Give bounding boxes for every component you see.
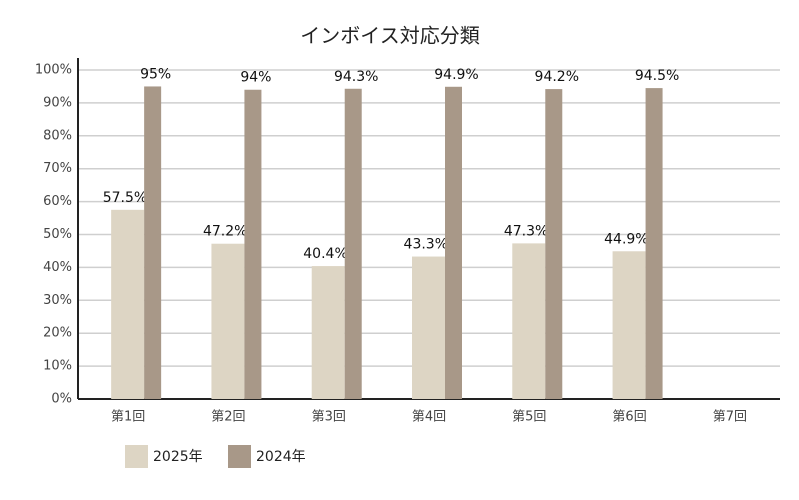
value-label: 95% <box>140 66 171 82</box>
y-tick-label: 50% <box>43 227 72 242</box>
x-tick-label: 第1回 <box>111 410 145 425</box>
bar <box>211 243 245 399</box>
y-tick-label: 90% <box>43 95 72 110</box>
value-label: 94.3% <box>334 69 378 85</box>
value-label: 94.5% <box>635 68 679 84</box>
value-label: 44.9% <box>604 231 648 247</box>
y-tick-label: 70% <box>43 161 72 176</box>
legend-swatch <box>125 445 148 468</box>
value-label: 94.2% <box>535 69 579 85</box>
y-tick-label: 40% <box>43 260 72 275</box>
bar <box>344 88 362 400</box>
x-tick-label: 第6回 <box>612 410 646 425</box>
bar <box>612 251 646 399</box>
value-label: 47.3% <box>504 223 548 239</box>
value-label: 47.2% <box>203 224 247 240</box>
bar <box>512 243 546 399</box>
y-tick-label: 0% <box>51 392 72 407</box>
value-label: 43.3% <box>404 237 448 253</box>
bar <box>645 88 663 399</box>
y-tick-label: 80% <box>43 128 72 143</box>
legend-swatch <box>228 445 251 468</box>
value-label: 94.9% <box>434 67 478 83</box>
bar <box>311 266 345 399</box>
y-tick-label: 30% <box>43 293 72 308</box>
x-tick-label: 第5回 <box>512 410 546 425</box>
bar <box>144 86 162 399</box>
y-tick-label: 100% <box>35 63 72 78</box>
value-label: 57.5% <box>103 190 147 206</box>
y-tick-label: 20% <box>43 326 72 341</box>
legend-label: 2024年 <box>256 449 306 465</box>
x-tick-label: 第2回 <box>211 410 245 425</box>
y-tick-label: 10% <box>43 359 72 374</box>
x-tick-label: 第7回 <box>713 410 747 425</box>
legend-label: 2025年 <box>153 449 203 465</box>
y-tick-label: 60% <box>43 194 72 209</box>
value-label: 40.4% <box>303 246 347 262</box>
bar <box>412 256 445 399</box>
x-tick-label: 第4回 <box>412 410 446 425</box>
x-tick-label: 第3回 <box>312 410 346 425</box>
bar <box>445 86 462 400</box>
chart-title: インボイス対応分類 <box>300 24 479 48</box>
bar <box>244 89 262 400</box>
bar <box>111 209 145 399</box>
value-label: 94% <box>240 70 271 86</box>
bar <box>545 89 563 399</box>
